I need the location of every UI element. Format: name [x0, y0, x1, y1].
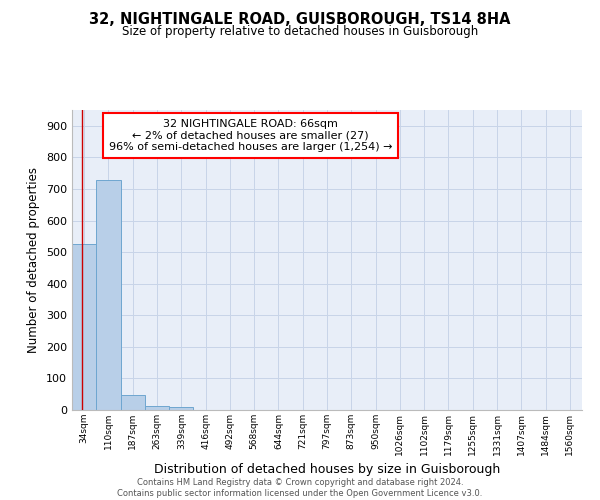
Y-axis label: Number of detached properties: Number of detached properties — [28, 167, 40, 353]
Text: Contains HM Land Registry data © Crown copyright and database right 2024.
Contai: Contains HM Land Registry data © Crown c… — [118, 478, 482, 498]
Bar — [121, 395, 145, 410]
Text: 32, NIGHTINGALE ROAD, GUISBOROUGH, TS14 8HA: 32, NIGHTINGALE ROAD, GUISBOROUGH, TS14 … — [89, 12, 511, 28]
Bar — [96, 180, 121, 410]
Bar — [169, 407, 193, 410]
X-axis label: Distribution of detached houses by size in Guisborough: Distribution of detached houses by size … — [154, 463, 500, 476]
Text: 32 NIGHTINGALE ROAD: 66sqm
← 2% of detached houses are smaller (27)
96% of semi-: 32 NIGHTINGALE ROAD: 66sqm ← 2% of detac… — [109, 119, 392, 152]
Bar — [145, 406, 169, 410]
Text: Size of property relative to detached houses in Guisborough: Size of property relative to detached ho… — [122, 25, 478, 38]
Bar — [72, 244, 96, 410]
